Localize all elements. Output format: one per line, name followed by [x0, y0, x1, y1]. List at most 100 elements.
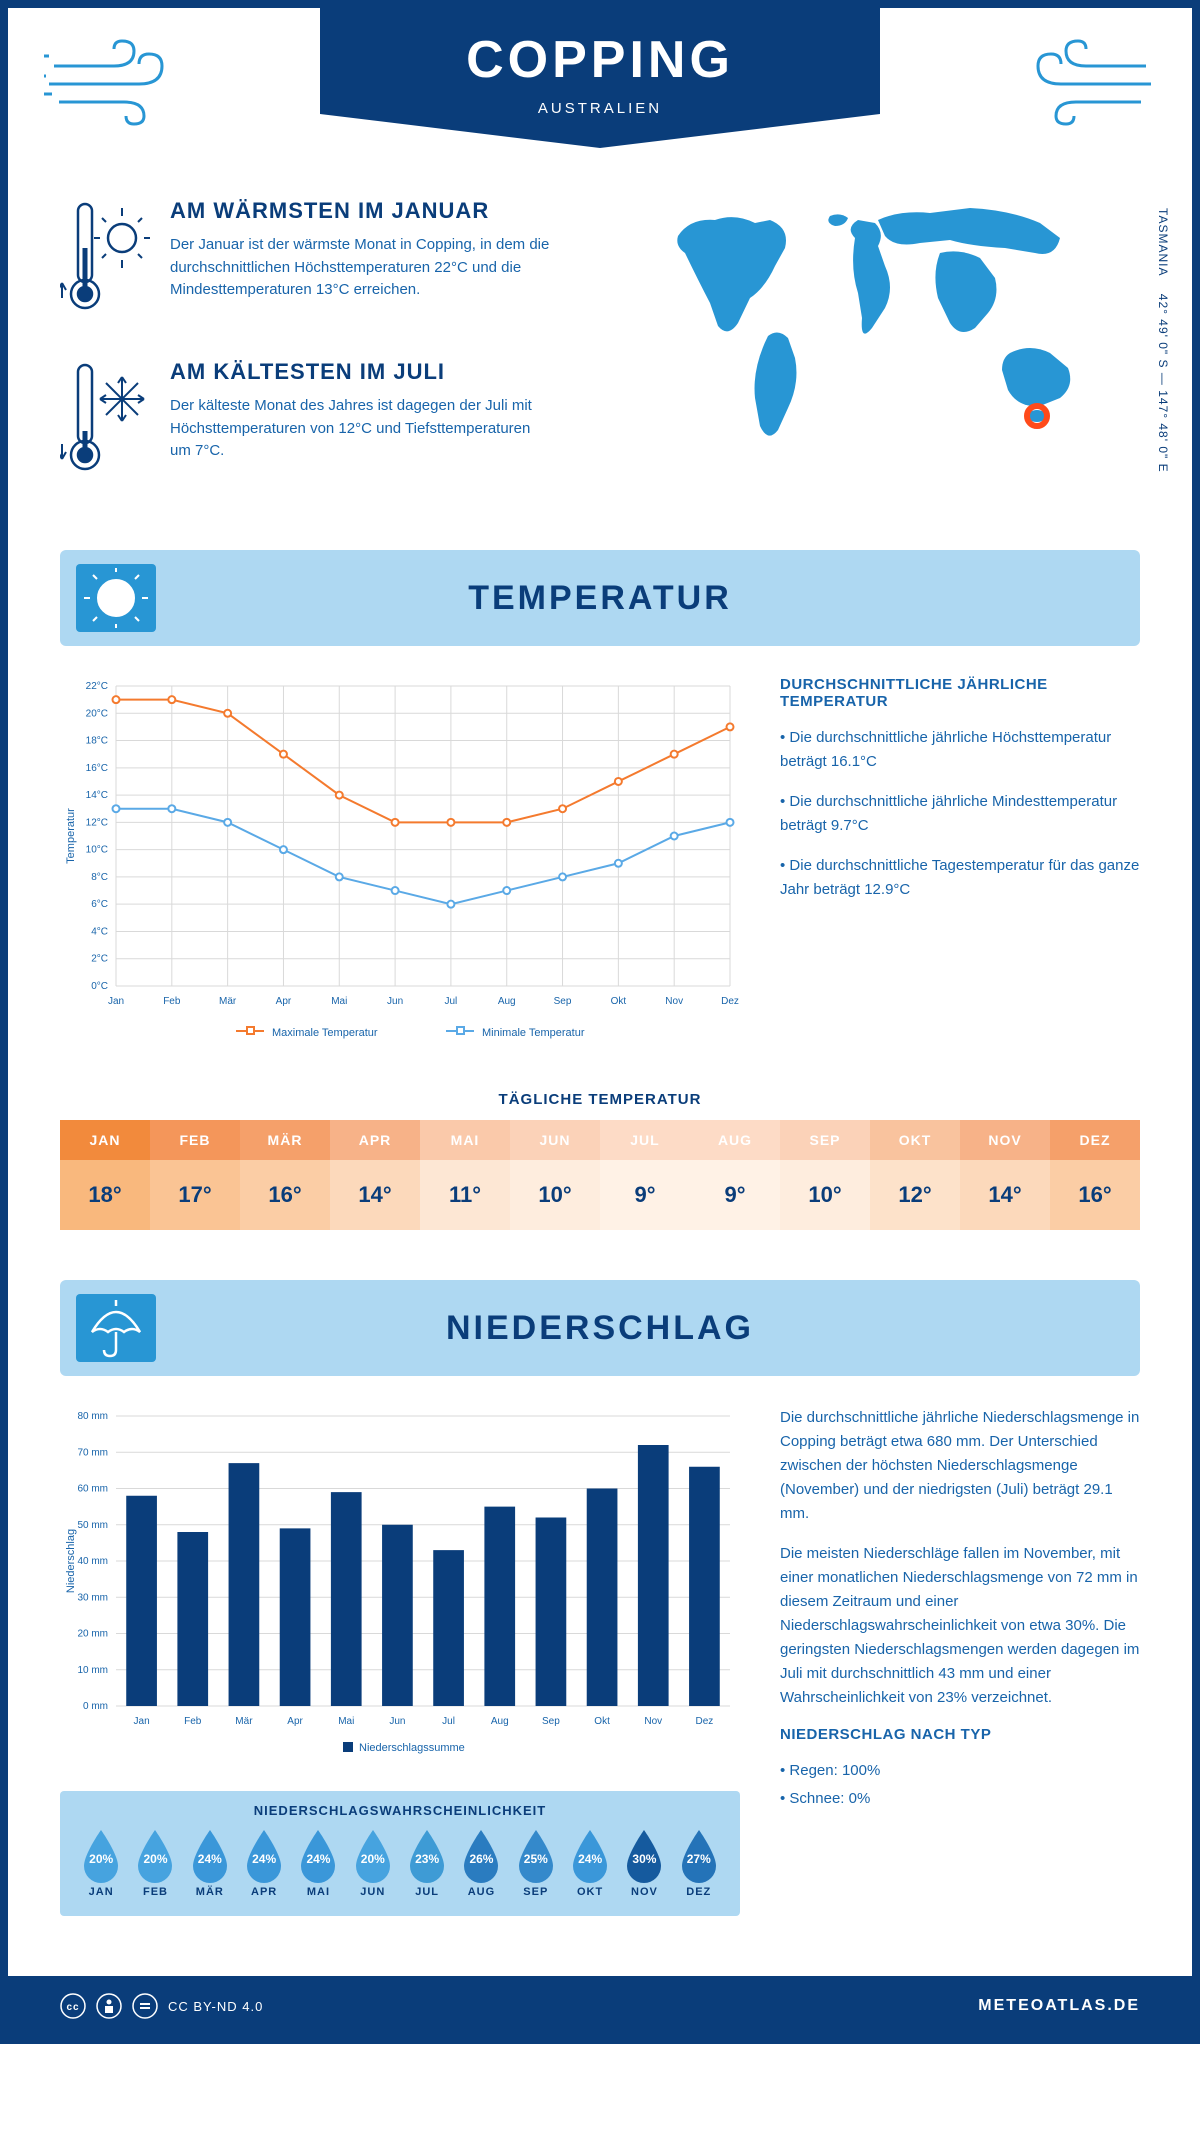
probability-drop: 24% OKT [563, 1828, 617, 1898]
temp-bullet-2: • Die durchschnittliche jährliche Mindes… [780, 790, 1140, 838]
svg-text:Nov: Nov [665, 996, 683, 1007]
precip-info: Die durchschnittliche jährliche Niedersc… [780, 1406, 1140, 1916]
month-cell: MÄR 16° [240, 1120, 330, 1230]
svg-text:18°C: 18°C [86, 736, 108, 747]
svg-text:Minimale Temperatur: Minimale Temperatur [482, 1027, 585, 1039]
precip-left: 0 mm10 mm20 mm30 mm40 mm50 mm60 mm70 mm8… [60, 1406, 740, 1916]
svg-text:Dez: Dez [696, 1716, 714, 1727]
svg-text:60 mm: 60 mm [77, 1484, 108, 1495]
precip-type-title: NIEDERSCHLAG NACH TYP [780, 1726, 1140, 1743]
temp-bullet-3: • Die durchschnittliche Tagestemperatur … [780, 854, 1140, 902]
daily-temp-title: TÄGLICHE TEMPERATUR [60, 1091, 1140, 1108]
thermometer-hot-icon [60, 198, 150, 323]
precip-heading: NIEDERSCHLAG [446, 1309, 754, 1348]
svg-text:Mär: Mär [219, 996, 237, 1007]
temp-line-chart: 0°C2°C4°C6°C8°C10°C12°C14°C16°C18°C20°C2… [60, 676, 740, 1061]
probability-drop: 20% JAN [74, 1828, 128, 1898]
page-title: COPPING [466, 30, 734, 90]
svg-text:10 mm: 10 mm [77, 1665, 108, 1676]
precip-section-header: NIEDERSCHLAG [60, 1280, 1140, 1376]
svg-text:Aug: Aug [491, 1716, 509, 1727]
coldest-text: Der kälteste Monat des Jahres ist dagege… [170, 395, 550, 463]
svg-text:cc: cc [66, 2002, 79, 2013]
temp-bullet-1: • Die durchschnittliche jährliche Höchst… [780, 726, 1140, 774]
license-text: CC BY-ND 4.0 [168, 1999, 263, 2014]
page-subtitle: AUSTRALIEN [538, 100, 662, 117]
svg-text:Feb: Feb [163, 996, 181, 1007]
precip-probability: NIEDERSCHLAGSWAHRSCHEINLICHKEIT 20% JAN … [60, 1791, 740, 1916]
precip-type-snow: • Schnee: 0% [780, 1787, 1140, 1811]
svg-text:Dez: Dez [721, 996, 739, 1007]
infographic-page: COPPING AUSTRALIEN [0, 0, 1200, 2044]
svg-text:20 mm: 20 mm [77, 1629, 108, 1640]
svg-text:Apr: Apr [287, 1716, 303, 1727]
svg-text:Mai: Mai [331, 996, 347, 1007]
warmest-title: AM WÄRMSTEN IM JANUAR [170, 198, 550, 224]
header: COPPING AUSTRALIEN [8, 8, 1192, 198]
probability-drop: 23% JUL [400, 1828, 454, 1898]
svg-text:Jun: Jun [387, 996, 403, 1007]
site-name: METEOATLAS.DE [978, 1997, 1140, 2015]
svg-text:10°C: 10°C [86, 845, 108, 856]
svg-text:Okt: Okt [594, 1716, 610, 1727]
svg-text:50 mm: 50 mm [77, 1520, 108, 1531]
nd-icon [132, 1993, 158, 2019]
probability-drop: 20% JUN [346, 1828, 400, 1898]
month-cell: AUG 9° [690, 1120, 780, 1230]
svg-text:Okt: Okt [611, 996, 627, 1007]
prob-title: NIEDERSCHLAGSWAHRSCHEINLICHKEIT [74, 1803, 726, 1818]
month-cell: JUL 9° [600, 1120, 690, 1230]
svg-text:Jan: Jan [134, 1716, 150, 1727]
svg-text:Nov: Nov [644, 1716, 662, 1727]
month-cell: SEP 10° [780, 1120, 870, 1230]
by-icon [96, 1993, 122, 2019]
umbrella-icon [76, 1294, 156, 1362]
svg-text:Niederschlagssumme: Niederschlagssumme [359, 1742, 465, 1754]
svg-text:Jun: Jun [389, 1716, 405, 1727]
month-cell: MAI 11° [420, 1120, 510, 1230]
svg-text:16°C: 16°C [86, 763, 108, 774]
license: cc CC BY-ND 4.0 [60, 1993, 263, 2019]
svg-text:14°C: 14°C [86, 790, 108, 801]
svg-text:Jan: Jan [108, 996, 124, 1007]
temp-row: 0°C2°C4°C6°C8°C10°C12°C14°C16°C18°C20°C2… [60, 676, 1140, 1061]
svg-text:70 mm: 70 mm [77, 1447, 108, 1458]
probability-drop: 27% DEZ [672, 1828, 726, 1898]
svg-text:Jul: Jul [442, 1716, 455, 1727]
precip-para-1: Die durchschnittliche jährliche Niedersc… [780, 1406, 1140, 1526]
temp-info-title: DURCHSCHNITTLICHE JÄHRLICHE TEMPERATUR [780, 676, 1140, 710]
temp-info: DURCHSCHNITTLICHE JÄHRLICHE TEMPERATUR •… [780, 676, 1140, 1061]
temp-section-header: TEMPERATUR [60, 550, 1140, 646]
probability-drop: 24% MÄR [183, 1828, 237, 1898]
month-cell: FEB 17° [150, 1120, 240, 1230]
svg-text:Apr: Apr [276, 996, 292, 1007]
warmest-block: AM WÄRMSTEN IM JANUAR Der Januar ist der… [60, 198, 620, 323]
probability-drop: 25% SEP [509, 1828, 563, 1898]
probability-drop: 24% APR [237, 1828, 291, 1898]
svg-text:8°C: 8°C [91, 872, 108, 883]
coldest-block: AM KÄLTESTEN IM JULI Der kälteste Monat … [60, 359, 620, 484]
svg-text:Mär: Mär [235, 1716, 253, 1727]
precip-type-rain: • Regen: 100% [780, 1759, 1140, 1783]
month-cell: OKT 12° [870, 1120, 960, 1230]
svg-text:Jul: Jul [445, 996, 458, 1007]
month-cell: NOV 14° [960, 1120, 1050, 1230]
svg-text:20°C: 20°C [86, 708, 108, 719]
precip-para-2: Die meisten Niederschläge fallen im Nove… [780, 1542, 1140, 1710]
svg-text:Sep: Sep [554, 996, 572, 1007]
month-cell: APR 14° [330, 1120, 420, 1230]
svg-text:40 mm: 40 mm [77, 1556, 108, 1567]
svg-text:Mai: Mai [338, 1716, 354, 1727]
content: AM WÄRMSTEN IM JANUAR Der Januar ist der… [8, 198, 1192, 1946]
summary-row: AM WÄRMSTEN IM JANUAR Der Januar ist der… [60, 198, 1140, 520]
svg-text:30 mm: 30 mm [77, 1592, 108, 1603]
probability-drop: 30% NOV [617, 1828, 671, 1898]
footer: cc CC BY-ND 4.0 METEOATLAS.DE [8, 1976, 1192, 2036]
svg-text:4°C: 4°C [91, 926, 108, 937]
svg-text:0 mm: 0 mm [83, 1701, 108, 1712]
sun-icon [76, 564, 156, 632]
svg-text:0°C: 0°C [91, 981, 108, 992]
warmest-text: Der Januar ist der wärmste Monat in Copp… [170, 234, 550, 302]
cc-icon: cc [60, 1993, 86, 2019]
precip-bar-chart: 0 mm10 mm20 mm30 mm40 mm50 mm60 mm70 mm8… [60, 1406, 740, 1771]
